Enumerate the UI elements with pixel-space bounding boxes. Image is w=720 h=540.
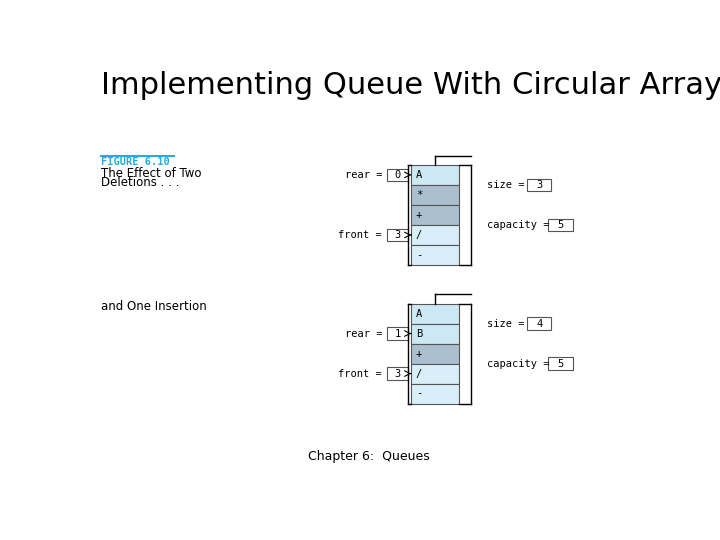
Bar <box>411 245 459 265</box>
Text: Deletions . . .: Deletions . . . <box>101 177 179 190</box>
Text: 5: 5 <box>557 220 564 230</box>
Text: Implementing Queue With Circular Array (4): Implementing Queue With Circular Array (… <box>101 71 720 100</box>
Bar <box>411 323 459 343</box>
Text: The Effect of Two: The Effect of Two <box>101 167 202 180</box>
Bar <box>411 383 459 403</box>
Text: 4: 4 <box>536 319 542 328</box>
Text: *: * <box>416 190 422 200</box>
Bar <box>411 225 459 245</box>
Bar <box>549 219 573 231</box>
Text: +: + <box>416 210 422 220</box>
Text: 3: 3 <box>395 369 400 379</box>
Text: FIGURE 6.10: FIGURE 6.10 <box>101 157 170 167</box>
Text: capacity =: capacity = <box>487 220 549 230</box>
Text: 3: 3 <box>536 180 542 190</box>
Text: size =: size = <box>487 180 524 190</box>
Text: front =: front = <box>338 369 382 379</box>
Text: A: A <box>416 308 422 319</box>
Bar <box>411 185 459 205</box>
Text: -: - <box>416 250 422 260</box>
Bar <box>387 367 408 380</box>
Bar <box>411 165 459 185</box>
Text: 5: 5 <box>557 359 564 369</box>
Text: -: - <box>416 389 422 399</box>
Bar <box>549 357 573 370</box>
Bar <box>527 179 552 191</box>
Text: rear =: rear = <box>345 170 382 180</box>
Text: size =: size = <box>487 319 524 328</box>
Text: A: A <box>416 170 422 180</box>
Bar <box>411 303 459 323</box>
Text: 1: 1 <box>395 328 400 339</box>
Text: 0: 0 <box>395 170 400 180</box>
Bar <box>387 229 408 241</box>
Text: 3: 3 <box>395 230 400 240</box>
Text: /: / <box>416 230 422 240</box>
Text: and One Insertion: and One Insertion <box>101 300 207 313</box>
Text: front =: front = <box>338 230 382 240</box>
Bar <box>411 343 459 363</box>
Bar <box>411 363 459 383</box>
Text: +: + <box>416 348 422 359</box>
Text: rear =: rear = <box>345 328 382 339</box>
Text: B: B <box>416 328 422 339</box>
Bar <box>387 168 408 181</box>
Bar <box>411 205 459 225</box>
Text: Chapter 6:  Queues: Chapter 6: Queues <box>308 450 430 463</box>
Text: /: / <box>416 369 422 379</box>
Text: capacity =: capacity = <box>487 359 549 369</box>
Bar <box>387 327 408 340</box>
Bar <box>527 318 552 330</box>
